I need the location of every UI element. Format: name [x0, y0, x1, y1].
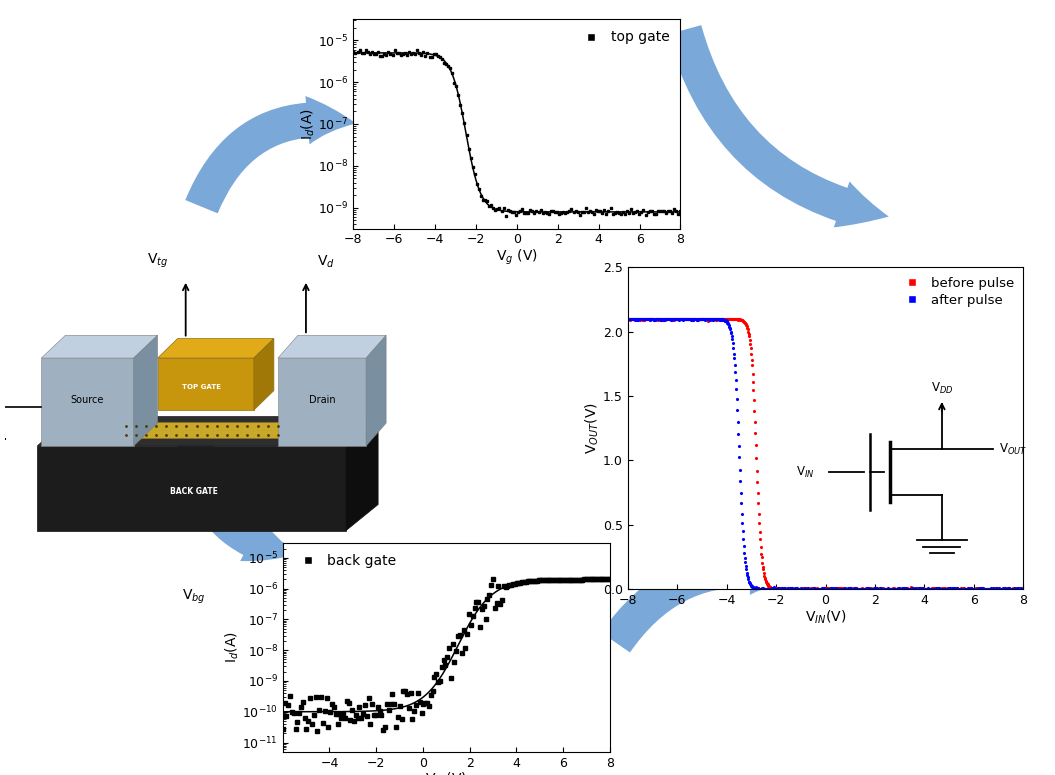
Polygon shape — [37, 446, 346, 531]
Legend: back gate: back gate — [290, 549, 401, 572]
Text: Source: Source — [71, 395, 104, 405]
Legend: before pulse, after pulse: before pulse, after pulse — [897, 274, 1017, 309]
Polygon shape — [277, 358, 366, 446]
Y-axis label: I$_d$(A): I$_d$(A) — [300, 108, 316, 140]
Polygon shape — [157, 358, 254, 410]
Polygon shape — [41, 336, 157, 358]
Polygon shape — [277, 336, 386, 358]
Text: V$_d$: V$_d$ — [318, 253, 334, 270]
Polygon shape — [134, 336, 157, 446]
Text: BACK GATE: BACK GATE — [170, 487, 217, 496]
X-axis label: V$_g$ (V): V$_g$ (V) — [496, 248, 538, 267]
Polygon shape — [157, 339, 274, 358]
Text: V$_{bg}$: V$_{bg}$ — [181, 587, 206, 606]
Polygon shape — [117, 422, 286, 438]
Polygon shape — [254, 339, 274, 410]
Polygon shape — [346, 417, 378, 531]
Polygon shape — [41, 358, 134, 446]
Text: TOP GATE: TOP GATE — [183, 384, 222, 391]
Polygon shape — [37, 417, 378, 446]
X-axis label: V$_g$ (V): V$_g$ (V) — [425, 771, 467, 775]
Polygon shape — [366, 336, 386, 446]
X-axis label: V$_{IN}$(V): V$_{IN}$(V) — [805, 608, 846, 625]
Text: V$_{tg}$: V$_{tg}$ — [147, 252, 168, 270]
Y-axis label: V$_{OUT}$(V): V$_{OUT}$(V) — [584, 402, 601, 454]
Text: Drain: Drain — [309, 395, 335, 405]
Legend: top gate: top gate — [573, 26, 673, 49]
Y-axis label: I$_d$(A): I$_d$(A) — [224, 631, 241, 663]
